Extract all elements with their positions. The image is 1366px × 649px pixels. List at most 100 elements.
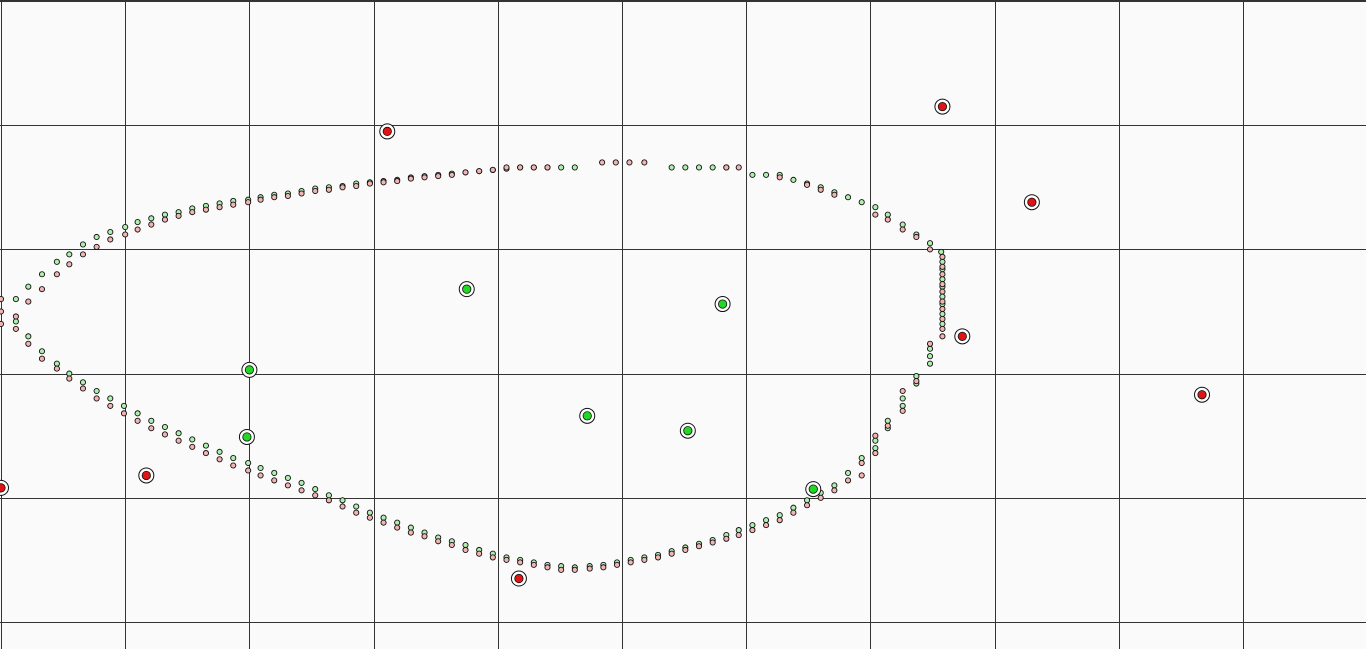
boundary-green-point xyxy=(709,164,716,171)
boundary-red-point xyxy=(926,246,934,253)
boundary-red-point xyxy=(189,209,196,216)
boundary-red-point xyxy=(66,375,73,382)
large-green-point-core xyxy=(242,432,252,442)
large-red-point xyxy=(954,328,971,345)
boundary-red-point xyxy=(448,541,455,549)
boundary-red-point xyxy=(325,497,332,504)
boundary-red-point xyxy=(831,487,838,494)
large-red-point-core xyxy=(937,101,948,112)
boundary-green-point xyxy=(872,445,879,452)
large-red-point-core xyxy=(957,331,967,341)
boundary-red-point xyxy=(939,263,946,270)
boundary-green-point xyxy=(913,373,920,380)
boundary-red-point xyxy=(245,199,252,206)
boundary-red-point xyxy=(312,187,319,195)
boundary-red-point xyxy=(872,211,879,218)
boundary-green-point xyxy=(175,430,182,437)
boundary-green-point xyxy=(462,541,469,549)
boundary-red-point xyxy=(939,271,946,278)
boundary-green-point xyxy=(668,164,675,171)
boundary-red-point xyxy=(353,509,360,516)
boundary-red-point xyxy=(134,226,141,233)
boundary-red-point xyxy=(831,191,838,198)
boundary-red-point xyxy=(913,233,920,241)
boundary-red-point xyxy=(558,566,565,573)
boundary-red-point xyxy=(517,164,524,171)
boundary-green-point xyxy=(79,241,87,248)
boundary-red-point xyxy=(926,340,934,347)
boundary-red-point xyxy=(298,190,305,197)
boundary-green-point xyxy=(858,199,865,206)
boundary-red-point xyxy=(366,514,373,521)
large-green-point-core xyxy=(683,426,693,436)
boundary-red-point xyxy=(407,175,414,182)
boundary-green-point xyxy=(899,221,906,228)
large-red-point xyxy=(934,98,951,115)
large-red-point-core xyxy=(382,126,392,137)
boundary-red-point xyxy=(939,253,946,260)
boundary-red-point xyxy=(230,462,237,469)
boundary-green-point xyxy=(571,164,578,171)
large-green-point xyxy=(238,428,255,445)
boundary-red-point xyxy=(134,417,141,424)
boundary-green-point xyxy=(790,176,797,183)
large-green-point-core xyxy=(718,299,728,309)
boundary-red-point xyxy=(394,524,401,531)
boundary-red-point xyxy=(790,509,797,516)
boundary-red-point xyxy=(586,565,593,572)
boundary-red-point xyxy=(939,288,946,295)
boundary-red-point xyxy=(325,186,332,193)
boundary-red-point xyxy=(913,378,920,385)
boundary-red-point xyxy=(38,355,46,362)
boundary-green-point xyxy=(939,276,946,283)
boundary-green-point xyxy=(53,360,60,367)
large-green-point xyxy=(241,361,258,378)
boundary-green-point xyxy=(134,410,141,417)
boundary-red-point xyxy=(776,517,783,524)
boundary-red-point xyxy=(939,298,946,305)
boundary-red-point xyxy=(612,159,619,166)
boundary-red-point xyxy=(626,159,633,166)
boundary-green-point xyxy=(107,395,114,402)
boundary-red-point xyxy=(844,477,852,484)
boundary-green-point xyxy=(804,497,811,504)
boundary-red-point xyxy=(858,472,865,479)
boundary-green-point xyxy=(926,345,934,352)
boundary-red-point xyxy=(735,164,742,171)
boundary-red-point xyxy=(939,333,946,340)
boundary-green-point xyxy=(53,258,60,265)
boundary-red-point xyxy=(435,173,442,180)
boundary-red-point xyxy=(53,365,60,372)
boundary-green-point xyxy=(66,370,73,377)
boundary-red-point xyxy=(394,178,401,185)
boundary-green-point xyxy=(682,164,689,171)
boundary-green-point xyxy=(93,233,100,241)
boundary-red-point xyxy=(175,437,182,444)
boundary-green-point xyxy=(161,423,168,431)
boundary-red-point xyxy=(448,171,455,178)
boundary-green-point xyxy=(858,455,865,462)
boundary-green-point xyxy=(938,248,945,255)
boundary-red-point xyxy=(884,216,891,223)
boundary-green-point xyxy=(245,459,252,467)
large-red-point xyxy=(138,467,155,484)
boundary-red-point xyxy=(804,502,811,509)
large-green-point xyxy=(679,422,696,439)
boundary-red-point xyxy=(407,529,414,536)
boundary-green-point xyxy=(189,436,196,443)
boundary-red-point xyxy=(599,159,606,166)
boundary-green-point xyxy=(939,310,946,318)
boundary-red-point xyxy=(517,559,524,566)
boundary-red-point xyxy=(763,522,770,529)
boundary-green-point xyxy=(25,283,32,290)
boundary-red-point xyxy=(735,532,742,539)
boundary-green-point xyxy=(93,387,100,395)
boundary-green-point xyxy=(161,211,168,218)
boundary-red-point xyxy=(0,308,5,315)
boundary-green-point xyxy=(339,497,346,504)
boundary-red-point xyxy=(489,166,496,173)
boundary-red-point xyxy=(503,164,510,171)
boundary-red-point xyxy=(245,467,252,474)
large-green-point xyxy=(805,481,822,498)
boundary-red-point xyxy=(476,168,483,175)
